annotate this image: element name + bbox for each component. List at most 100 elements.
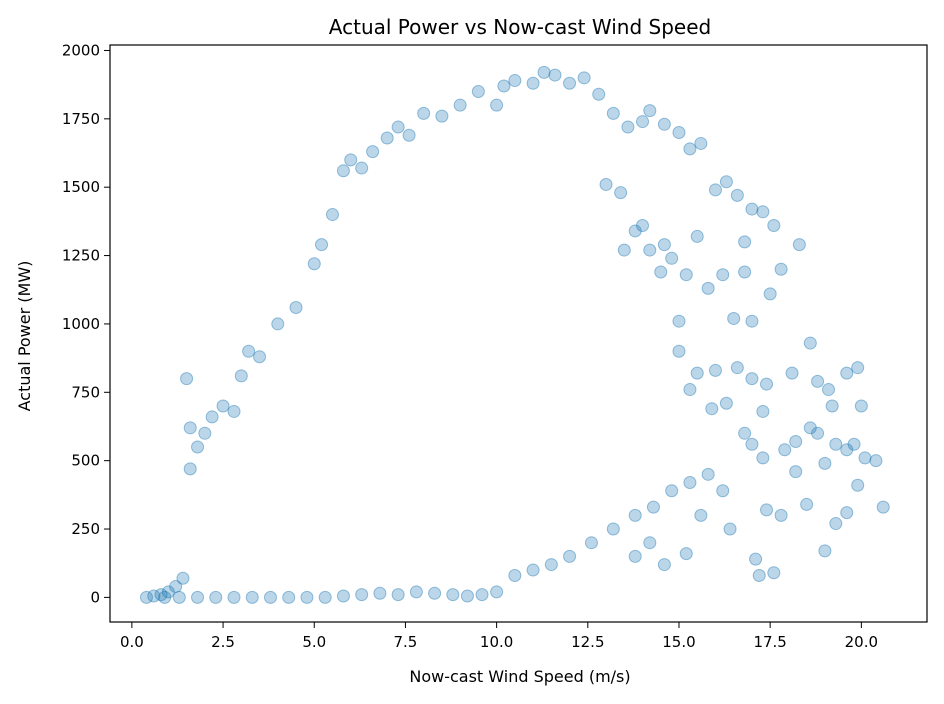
plot-frame bbox=[109, 44, 928, 623]
data-point bbox=[657, 117, 671, 131]
data-point bbox=[577, 71, 591, 85]
data-point bbox=[599, 177, 613, 191]
data-point bbox=[355, 588, 369, 602]
data-point bbox=[508, 569, 522, 583]
data-point bbox=[756, 205, 770, 219]
data-point bbox=[446, 588, 460, 602]
y-tick-label: 750 bbox=[71, 383, 100, 401]
data-point bbox=[851, 361, 865, 375]
data-point bbox=[840, 443, 854, 457]
data-point bbox=[745, 437, 759, 451]
data-point bbox=[708, 363, 722, 377]
data-point bbox=[471, 84, 485, 98]
data-point bbox=[792, 238, 806, 252]
data-point bbox=[818, 456, 832, 470]
data-point bbox=[435, 109, 449, 123]
data-point bbox=[497, 79, 511, 93]
data-point bbox=[253, 350, 267, 364]
axes-layer: 0.0 2.5 5.0 7.5 10.0 12.5 15.0 17.5 20.0 0 250 500 7… bbox=[62, 41, 928, 651]
data-point bbox=[643, 243, 657, 257]
data-point bbox=[169, 579, 183, 593]
data-point bbox=[672, 344, 686, 358]
data-point bbox=[694, 136, 708, 150]
data-point bbox=[730, 361, 744, 375]
data-point bbox=[460, 589, 474, 603]
data-point bbox=[665, 251, 679, 265]
data-point bbox=[778, 443, 792, 457]
data-point bbox=[563, 549, 577, 563]
x-tick-label: 17.5 bbox=[753, 633, 786, 651]
data-point bbox=[847, 437, 861, 451]
data-point bbox=[719, 175, 733, 189]
data-point bbox=[628, 224, 642, 238]
data-point bbox=[811, 426, 825, 440]
data-point bbox=[665, 484, 679, 498]
data-point bbox=[490, 585, 504, 599]
y-tick-label: 250 bbox=[71, 520, 100, 538]
data-point bbox=[683, 383, 697, 397]
data-point bbox=[811, 374, 825, 388]
data-point bbox=[760, 503, 774, 517]
data-point bbox=[526, 76, 540, 90]
data-point bbox=[854, 399, 868, 413]
data-point bbox=[789, 435, 803, 449]
data-point bbox=[402, 128, 416, 142]
x-tick-label: 5.0 bbox=[302, 633, 326, 651]
data-point bbox=[825, 399, 839, 413]
data-point bbox=[139, 590, 153, 604]
data-point bbox=[785, 366, 799, 380]
data-point bbox=[198, 426, 212, 440]
data-point bbox=[708, 183, 722, 197]
y-tick-label: 1000 bbox=[62, 315, 100, 333]
data-point bbox=[263, 590, 277, 604]
data-point bbox=[701, 281, 715, 295]
data-point bbox=[154, 588, 168, 602]
data-point bbox=[679, 547, 693, 561]
data-point bbox=[318, 590, 332, 604]
x-tick-label: 0.0 bbox=[120, 633, 144, 651]
data-point bbox=[716, 268, 730, 282]
data-point bbox=[147, 589, 161, 603]
data-point bbox=[851, 478, 865, 492]
data-point bbox=[355, 161, 369, 175]
data-point bbox=[756, 404, 770, 418]
data-point bbox=[336, 589, 350, 603]
data-point bbox=[380, 131, 394, 145]
data-point bbox=[730, 188, 744, 202]
data-point bbox=[508, 74, 522, 88]
data-point bbox=[643, 104, 657, 118]
data-point bbox=[636, 218, 650, 232]
x-tick-label: 2.5 bbox=[211, 633, 235, 651]
y-tick-label: 500 bbox=[71, 452, 100, 470]
data-point bbox=[719, 396, 733, 410]
data-point bbox=[158, 590, 172, 604]
data-point bbox=[307, 257, 321, 271]
data-point bbox=[657, 558, 671, 572]
data-point bbox=[475, 588, 489, 602]
data-point bbox=[526, 563, 540, 577]
data-point bbox=[654, 265, 668, 279]
data-point bbox=[391, 120, 405, 134]
x-tick-label: 10.0 bbox=[480, 633, 513, 651]
data-point bbox=[701, 467, 715, 481]
data-point bbox=[803, 421, 817, 435]
data-point bbox=[245, 590, 259, 604]
data-point bbox=[234, 369, 248, 383]
data-point bbox=[745, 372, 759, 386]
data-point bbox=[760, 377, 774, 391]
data-point bbox=[840, 366, 854, 380]
data-point bbox=[738, 235, 752, 249]
data-point bbox=[767, 566, 781, 580]
data-point bbox=[606, 106, 620, 120]
data-point bbox=[679, 268, 693, 282]
data-point bbox=[829, 437, 843, 451]
x-axis-label: Now-cast Wind Speed (m/s) bbox=[409, 667, 630, 686]
data-point bbox=[391, 588, 405, 602]
points-layer bbox=[139, 65, 890, 604]
data-point bbox=[829, 517, 843, 531]
y-tick-label: 2000 bbox=[62, 41, 100, 59]
x-tick-label: 7.5 bbox=[394, 633, 418, 651]
data-point bbox=[621, 120, 635, 134]
data-point bbox=[738, 265, 752, 279]
data-point bbox=[289, 301, 303, 315]
